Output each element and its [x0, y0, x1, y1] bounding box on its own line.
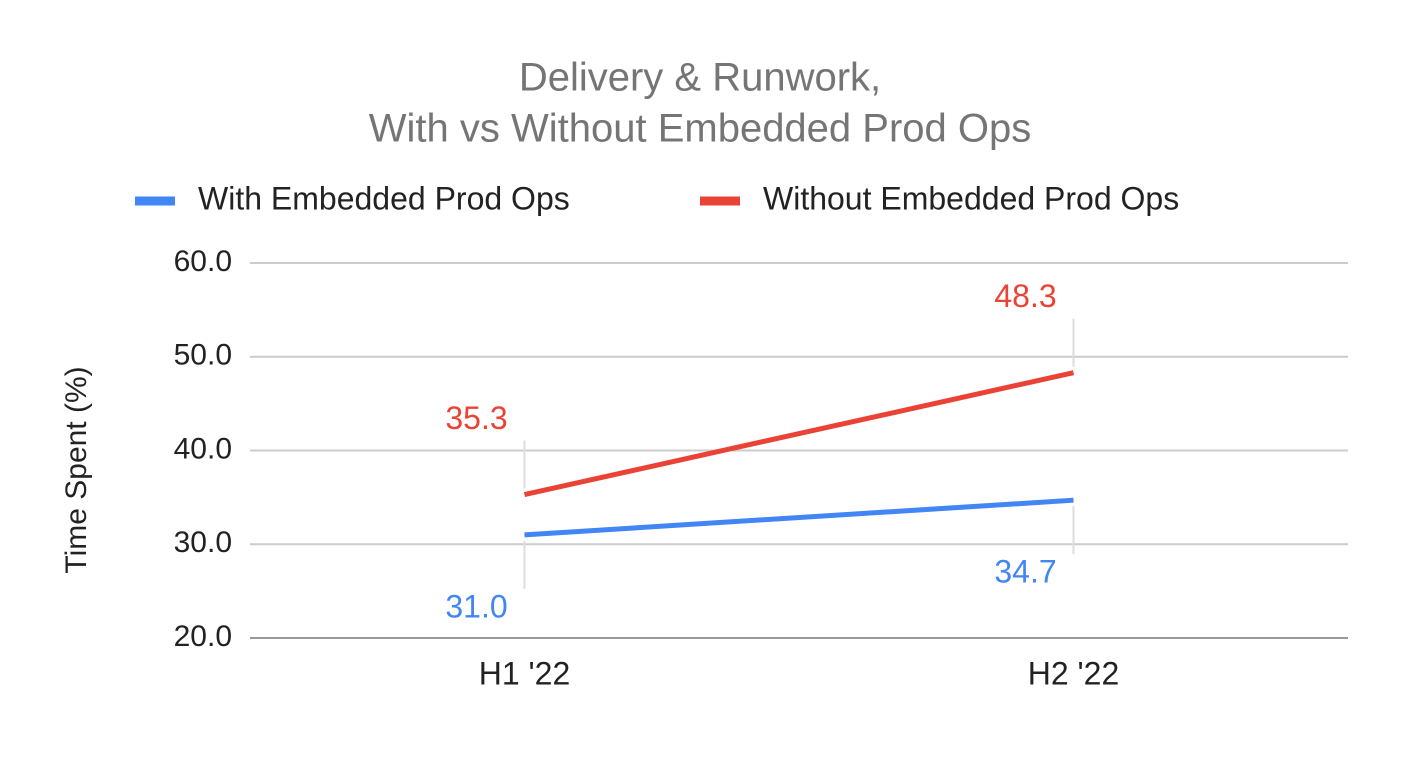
chart-title: With vs Without Embedded Prod Ops — [369, 107, 1032, 151]
series-line — [523, 370, 1075, 498]
x-tick-label: H2 '22 — [1028, 655, 1120, 691]
y-tick-label: 20.0 — [174, 620, 232, 653]
series: 35.3 48.3 — [445, 278, 1075, 498]
data-label: 34.7 — [994, 554, 1056, 590]
legend-label: With Embedded Prod Ops — [198, 180, 570, 216]
data-label: 48.3 — [994, 278, 1056, 314]
y-axis-label: Time Spent (%) — [60, 366, 93, 573]
y-tick-label: 30.0 — [174, 526, 232, 559]
series: 31.0 34.7 — [445, 497, 1075, 624]
data-label: 35.3 — [445, 400, 507, 436]
x-tick-label: H1 '22 — [479, 655, 571, 691]
data-label: 31.0 — [445, 588, 507, 624]
y-tick-label: 40.0 — [174, 432, 232, 465]
y-tick-label: 50.0 — [174, 339, 232, 372]
chart-title: Delivery & Runwork, — [519, 56, 881, 100]
y-tick-label: 60.0 — [174, 245, 232, 278]
legend-label: Without Embedded Prod Ops — [763, 180, 1179, 216]
series-line — [524, 497, 1074, 538]
